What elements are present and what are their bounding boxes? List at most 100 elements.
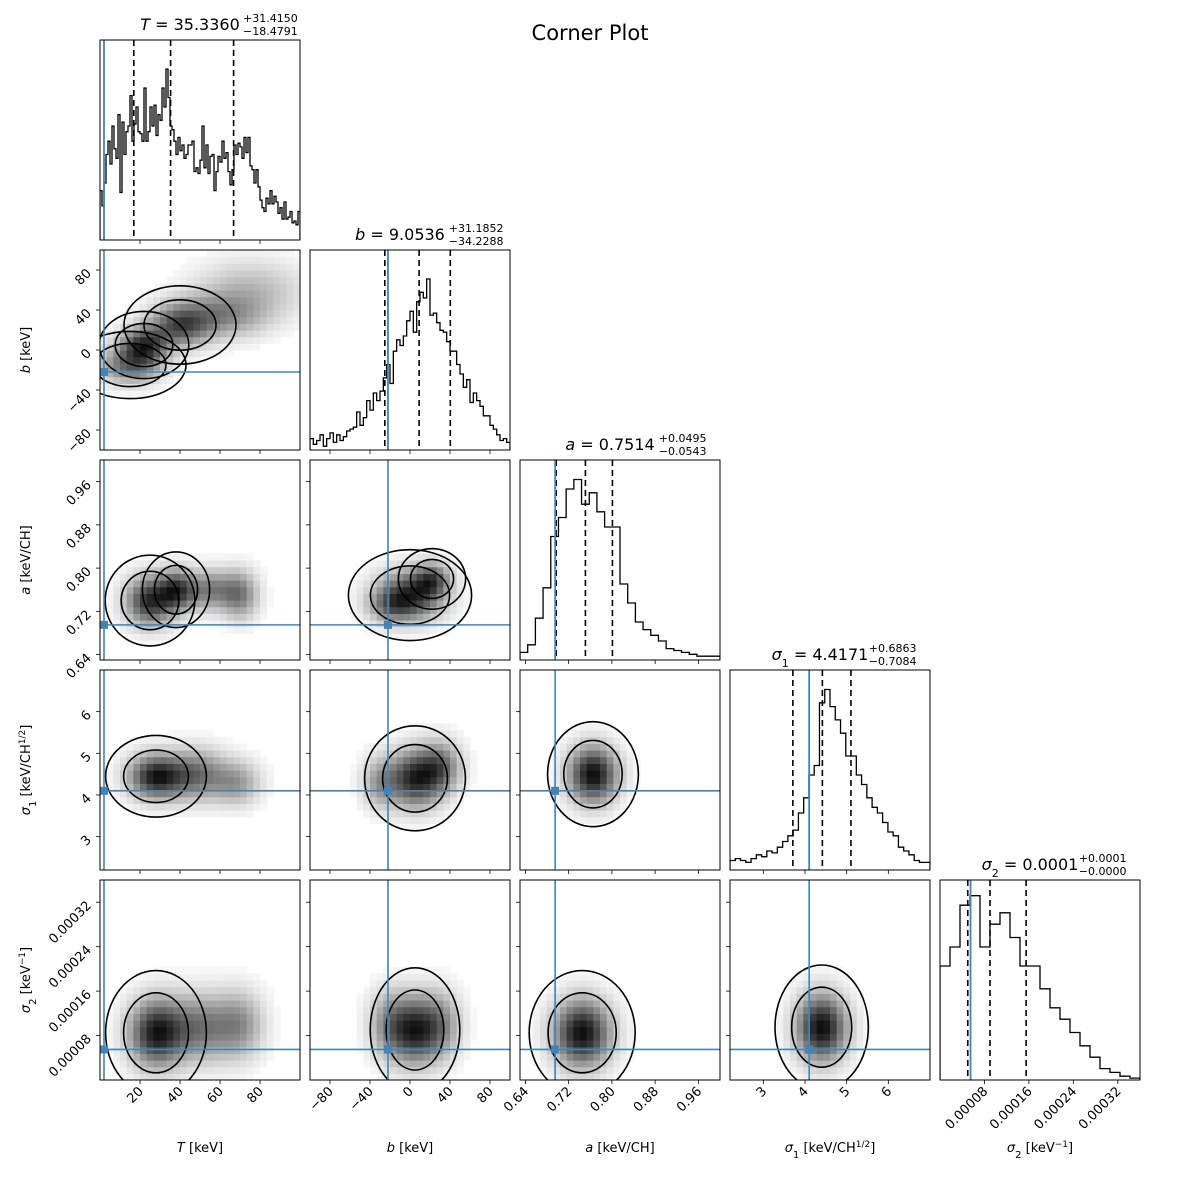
density-cell xyxy=(403,966,411,974)
density-cell xyxy=(796,1020,804,1028)
density-cell xyxy=(783,993,791,1001)
density-cell xyxy=(830,973,838,981)
density-cell xyxy=(273,290,281,298)
title-plus-error: +31.4150 xyxy=(243,12,298,25)
density-cell xyxy=(830,966,838,974)
density-cell xyxy=(436,763,444,771)
density-cell xyxy=(260,1020,268,1028)
density-cell xyxy=(796,980,804,988)
density-cell xyxy=(436,816,444,824)
density-cell xyxy=(200,270,208,278)
density-cell xyxy=(213,973,221,981)
density-cell xyxy=(573,993,581,1001)
density-cell xyxy=(106,776,114,784)
density-cell xyxy=(140,613,148,621)
density-cell xyxy=(180,290,188,298)
density-cell xyxy=(166,750,174,758)
density-cell xyxy=(356,600,364,608)
density-cell xyxy=(140,1020,148,1028)
density-cell xyxy=(126,763,134,771)
axis-label-unit: [keV xyxy=(19,965,34,998)
density-cell xyxy=(593,1033,601,1041)
density-cell xyxy=(430,1000,438,1008)
density-cell xyxy=(113,750,121,758)
density-cell xyxy=(140,736,148,744)
density-cell xyxy=(253,803,261,811)
density-cell xyxy=(166,770,174,778)
density-cell xyxy=(403,816,411,824)
density-cell xyxy=(396,823,404,831)
title-minus-error: −18.4791 xyxy=(243,25,298,38)
contour-inner xyxy=(547,991,618,1074)
density-cell xyxy=(783,1060,791,1068)
density-cell xyxy=(200,276,208,284)
density-cell xyxy=(160,980,168,988)
density-cell xyxy=(626,783,634,791)
density-cell xyxy=(606,810,614,818)
density-cell xyxy=(133,323,141,331)
density-cell xyxy=(376,1006,384,1014)
density-cell xyxy=(363,566,371,574)
density-cell xyxy=(240,750,248,758)
density-cell xyxy=(356,1026,364,1034)
density-cell xyxy=(180,973,188,981)
density-cell xyxy=(573,1000,581,1008)
density-cell xyxy=(253,566,261,574)
histogram-title: σ2 = 0.0001 xyxy=(982,855,1079,880)
density-cell xyxy=(260,1013,268,1021)
density-cell xyxy=(816,1066,824,1074)
density-cell xyxy=(286,330,294,338)
density-cell xyxy=(436,580,444,588)
density-cell xyxy=(233,310,241,318)
density-cell xyxy=(173,790,181,798)
density-cell xyxy=(226,770,234,778)
x-axis-label: T [keV] xyxy=(177,1141,223,1156)
density-cell xyxy=(233,986,241,994)
density-cell xyxy=(153,593,161,601)
density-cell xyxy=(416,980,424,988)
density-cell xyxy=(620,1000,628,1008)
x-tick-label: 0.96 xyxy=(674,1084,705,1115)
density-cell xyxy=(416,736,424,744)
density-cell xyxy=(600,756,608,764)
density-cell xyxy=(416,1046,424,1054)
density-cell xyxy=(193,743,201,751)
histogram-step-line xyxy=(520,478,720,660)
density-cell xyxy=(790,1066,798,1074)
axis-label-symbol: σ xyxy=(1007,1141,1016,1156)
density-cell xyxy=(146,1066,154,1074)
density-cell xyxy=(396,770,404,778)
density-cell xyxy=(390,776,398,784)
density-cell xyxy=(613,730,621,738)
density-cell xyxy=(126,343,134,351)
density-cell xyxy=(233,336,241,344)
density-cell xyxy=(133,770,141,778)
density-cell xyxy=(220,776,228,784)
density-cell xyxy=(430,810,438,818)
density-cell xyxy=(580,1046,588,1054)
density-cell xyxy=(450,723,458,731)
density-cell xyxy=(423,783,431,791)
density-cell xyxy=(593,1073,601,1080)
contour-inner xyxy=(153,564,199,615)
density-cell xyxy=(113,343,121,351)
density-cell xyxy=(193,606,201,614)
density-cell xyxy=(193,783,201,791)
density-cell xyxy=(213,290,221,298)
density-cell xyxy=(206,1046,214,1054)
density-cell xyxy=(370,816,378,824)
density-cell xyxy=(160,1040,168,1048)
density-cell xyxy=(423,546,431,554)
density-cell xyxy=(410,750,418,758)
density-cell xyxy=(246,626,254,634)
density-cell xyxy=(573,1046,581,1054)
density-cell xyxy=(206,263,214,271)
density-cell xyxy=(633,770,641,778)
density-cell xyxy=(240,330,248,338)
axis-label-unit: [keV] xyxy=(185,1141,223,1156)
density-cell xyxy=(540,1053,548,1061)
axis-label-subscript: 2 xyxy=(28,998,39,1004)
density-cell xyxy=(226,756,234,764)
density-cell xyxy=(376,993,384,1001)
density-cell xyxy=(586,1073,594,1080)
